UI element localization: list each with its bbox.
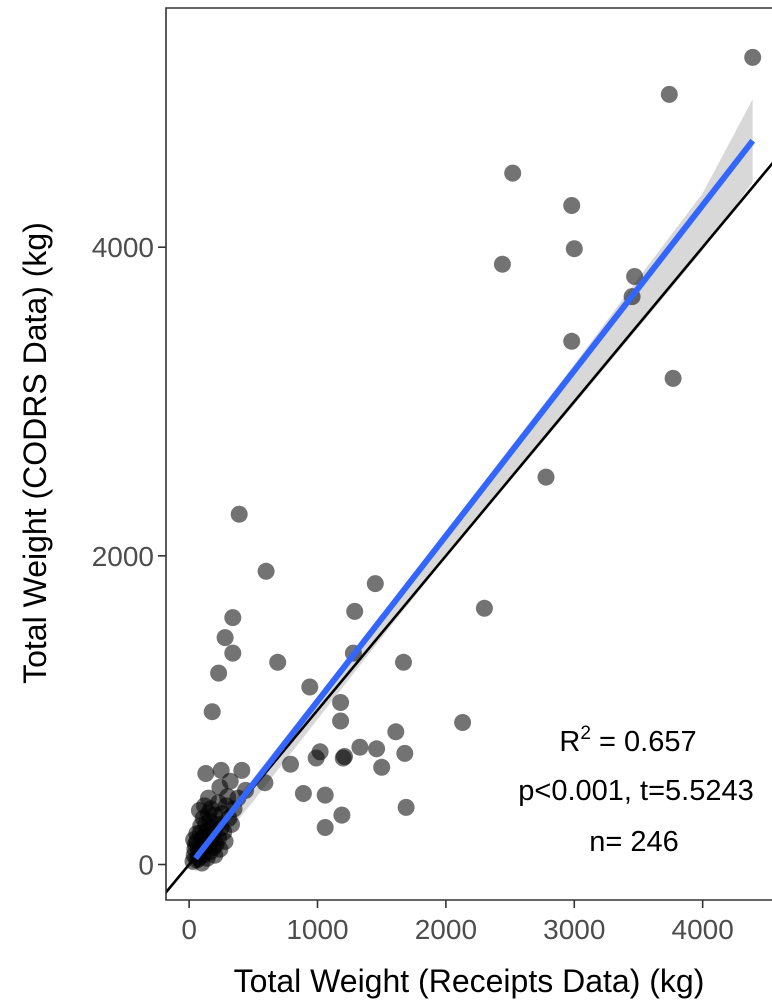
data-point	[563, 332, 581, 350]
data-point	[454, 714, 472, 731]
x-tick-label: 3000	[543, 914, 605, 945]
data-point	[537, 468, 555, 486]
data-point	[257, 562, 275, 580]
data-point	[332, 694, 350, 711]
data-point	[282, 755, 299, 773]
r-squared-superscript: 2	[580, 723, 591, 744]
plot-panel-background	[166, 8, 772, 900]
data-point	[332, 712, 350, 730]
data-point	[493, 255, 511, 273]
data-point	[664, 369, 682, 387]
data-point	[197, 765, 215, 782]
plot-panel-border	[165, 7, 772, 901]
data-point	[396, 744, 414, 762]
x-tick-label: 4000	[672, 914, 734, 945]
data-point	[744, 48, 762, 66]
data-point	[230, 505, 248, 523]
data-point	[233, 761, 251, 779]
data-point	[504, 164, 522, 182]
data-point	[224, 609, 242, 627]
data-point	[316, 786, 334, 804]
regression-line	[193, 138, 756, 861]
p-value-annotation: p<0.001, t=5.5243	[518, 775, 753, 807]
data-point	[316, 819, 334, 836]
data-point	[301, 678, 319, 696]
x-tick-label: 0	[181, 914, 197, 945]
data-point	[269, 653, 287, 671]
r-squared-annotation: R2 = 0.657	[559, 723, 696, 758]
x-axis-title: Total Weight (Receipts Data) (kg)	[234, 963, 705, 999]
x-tick-label: 1000	[286, 914, 348, 945]
data-point	[333, 806, 351, 824]
data-point	[351, 738, 369, 756]
data-point	[373, 758, 391, 776]
axes: 0 1000 2000 3000 4000 0 2000 4000	[92, 232, 734, 945]
data-point	[210, 664, 228, 682]
data-point	[563, 197, 581, 214]
y-tick-label: 0	[138, 850, 154, 881]
y-tick-label: 4000	[92, 232, 154, 263]
data-point	[336, 748, 353, 765]
data-point	[626, 268, 644, 285]
plot-content	[166, 48, 772, 895]
data-point	[475, 599, 493, 617]
data-point	[368, 740, 386, 758]
data-point	[387, 723, 405, 741]
y-axis-title: Total Weight (CODRS Data) (kg)	[17, 222, 53, 684]
x-tick-label: 2000	[415, 914, 477, 945]
data-point	[203, 703, 221, 721]
data-point	[216, 629, 234, 647]
data-point	[224, 644, 242, 662]
data-point	[395, 653, 412, 671]
data-point	[565, 240, 583, 258]
data-point	[660, 85, 678, 103]
n-annotation: n= 246	[589, 826, 679, 858]
data-point	[197, 815, 215, 833]
data-point	[366, 575, 384, 593]
y-tick-label: 2000	[92, 541, 154, 572]
data-point	[294, 785, 312, 802]
data-point	[346, 602, 364, 620]
data-point	[397, 798, 415, 816]
data-point	[185, 831, 203, 849]
data-point	[307, 749, 325, 767]
data-point	[216, 832, 234, 850]
